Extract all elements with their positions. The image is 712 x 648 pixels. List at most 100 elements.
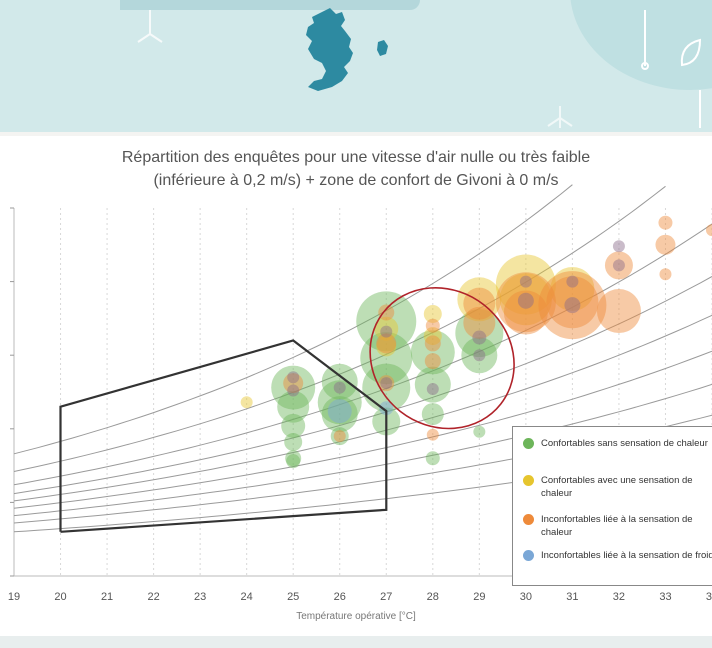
x-tick-label: 23 bbox=[194, 591, 206, 603]
x-tick-label: 33 bbox=[659, 591, 671, 603]
leaf-icon bbox=[641, 10, 702, 128]
humidity-curve bbox=[13, 185, 666, 472]
data-point bbox=[461, 337, 498, 374]
x-axis-label: Température opérative [°C] bbox=[296, 611, 416, 622]
data-point bbox=[612, 259, 625, 272]
data-point bbox=[425, 451, 440, 466]
highlight-ellipse bbox=[369, 287, 515, 430]
data-point bbox=[596, 289, 641, 334]
data-point bbox=[240, 396, 253, 409]
legend-label-uncomfortable-warm: Inconfortables liée à la sensation de ch… bbox=[541, 514, 693, 538]
data-point bbox=[271, 365, 316, 410]
wind-turbine-icon-2 bbox=[547, 106, 573, 128]
data-point bbox=[473, 425, 486, 438]
data-point bbox=[424, 335, 441, 352]
data-point bbox=[333, 381, 346, 394]
data-point bbox=[426, 428, 439, 441]
x-tick-label: 34 bbox=[706, 591, 712, 603]
data-point bbox=[287, 384, 300, 397]
x-tick-label: 27 bbox=[380, 591, 392, 603]
chart-title: Répartition des enquêtes pour une vitess… bbox=[0, 146, 712, 192]
data-point bbox=[277, 390, 310, 423]
data-point bbox=[380, 377, 393, 390]
header-banner bbox=[0, 0, 712, 132]
data-point bbox=[414, 366, 451, 403]
chart-title-line-2: (inférieure à 0,2 m/s) + zone de confort… bbox=[153, 172, 559, 189]
data-point bbox=[327, 399, 352, 424]
humidity-curve bbox=[13, 223, 712, 486]
x-tick-label: 31 bbox=[566, 591, 578, 603]
data-point bbox=[378, 304, 395, 321]
humidity-curve bbox=[13, 184, 573, 455]
data-point bbox=[287, 371, 300, 384]
data-point bbox=[658, 215, 673, 230]
chart-title-line-1: Répartition des enquêtes pour une vitess… bbox=[121, 149, 591, 166]
data-point bbox=[463, 306, 496, 339]
data-point bbox=[379, 401, 394, 416]
givoni-comfort-zone bbox=[59, 339, 388, 533]
data-point bbox=[519, 275, 532, 288]
islet-map-icon bbox=[377, 40, 388, 56]
humidity-curve bbox=[13, 350, 712, 509]
chart-card: Répartition des enquêtes pour une vitess… bbox=[0, 136, 712, 636]
data-point bbox=[423, 327, 442, 346]
data-point bbox=[473, 349, 486, 362]
chart-legend: Confortables sans sensation de chaleur C… bbox=[512, 426, 712, 586]
x-tick-label: 25 bbox=[287, 591, 299, 603]
data-point bbox=[546, 276, 599, 329]
data-point bbox=[566, 275, 579, 288]
x-tick-label: 20 bbox=[54, 591, 66, 603]
data-point bbox=[281, 413, 306, 438]
data-point bbox=[426, 383, 439, 396]
data-point bbox=[376, 336, 397, 357]
humidity-curve bbox=[13, 383, 712, 517]
data-point bbox=[495, 254, 556, 315]
data-point bbox=[706, 224, 712, 237]
data-point bbox=[321, 396, 358, 433]
x-tick-label: 26 bbox=[334, 591, 346, 603]
data-point bbox=[538, 271, 607, 340]
data-point bbox=[284, 433, 303, 452]
banner-decorations bbox=[137, 8, 702, 128]
data-point bbox=[499, 273, 552, 326]
island-map-icon bbox=[306, 8, 353, 91]
data-point bbox=[378, 375, 395, 392]
humidity-curve bbox=[13, 276, 712, 495]
data-point bbox=[455, 309, 504, 358]
x-tick-label: 24 bbox=[241, 591, 253, 603]
x-tick-label: 22 bbox=[147, 591, 159, 603]
footer-strip bbox=[0, 636, 712, 648]
data-point bbox=[421, 403, 444, 426]
x-tick-label: 29 bbox=[473, 591, 485, 603]
legend-label-uncomfortable-cold: Inconfortables liée à la sensation de fr… bbox=[541, 550, 712, 561]
x-tick-label: 19 bbox=[8, 591, 20, 603]
data-point bbox=[550, 266, 595, 311]
data-point bbox=[376, 333, 397, 354]
data-point bbox=[286, 454, 301, 469]
data-point bbox=[564, 297, 581, 314]
data-point bbox=[424, 353, 441, 370]
data-point bbox=[321, 363, 358, 400]
data-point bbox=[655, 234, 676, 255]
data-point bbox=[604, 251, 633, 280]
legend-dot-comfortable-warm bbox=[523, 475, 534, 486]
data-point bbox=[425, 318, 440, 333]
x-tick-label: 28 bbox=[427, 591, 439, 603]
data-point bbox=[283, 373, 304, 394]
banner-stripe bbox=[120, 0, 420, 10]
data-point bbox=[317, 380, 362, 425]
legend-dot-uncomfortable-cold bbox=[523, 550, 534, 561]
data-point bbox=[330, 427, 349, 446]
data-point bbox=[410, 330, 455, 375]
x-tick-label: 32 bbox=[613, 591, 625, 603]
data-point bbox=[285, 450, 302, 467]
data-point bbox=[380, 325, 393, 338]
x-tick-label: 30 bbox=[520, 591, 532, 603]
legend-label-comfortable: Confortables sans sensation de chaleur bbox=[541, 438, 708, 449]
data-point bbox=[495, 272, 556, 333]
data-point bbox=[659, 268, 672, 281]
data-point bbox=[463, 287, 496, 320]
x-tick-label: 21 bbox=[101, 591, 113, 603]
data-point bbox=[503, 290, 548, 335]
humidity-curve bbox=[13, 314, 712, 502]
